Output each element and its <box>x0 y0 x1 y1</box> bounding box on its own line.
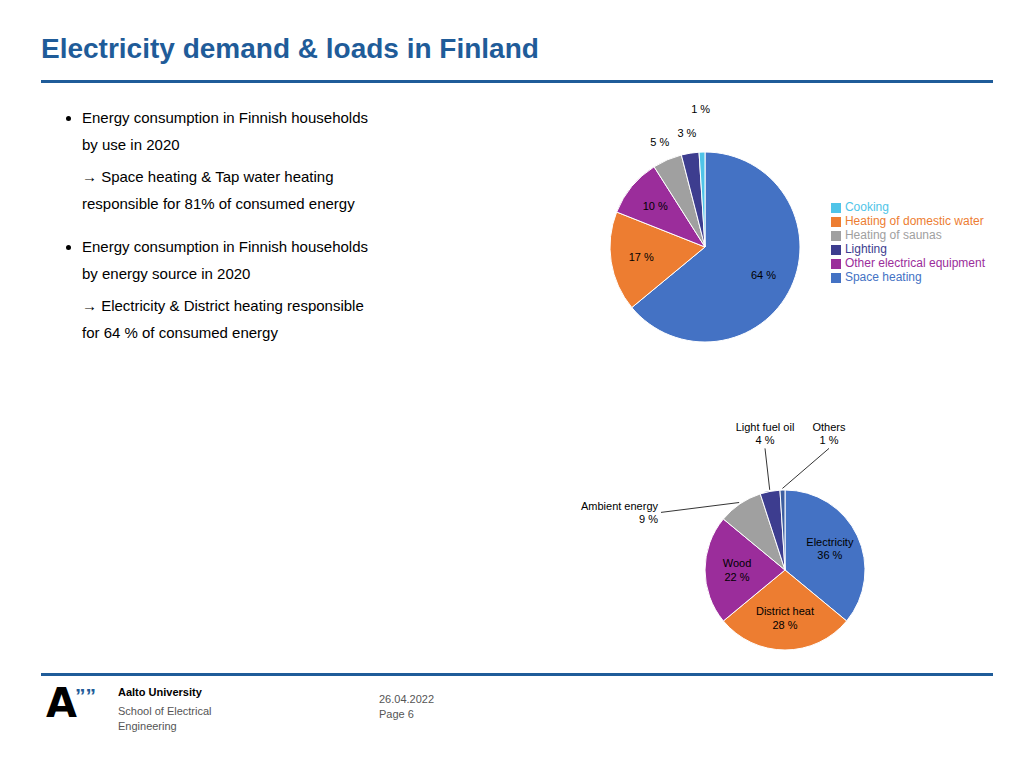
svg-text:64 %: 64 % <box>751 269 776 281</box>
svg-text:Electricity36 %: Electricity36 % <box>806 536 854 561</box>
svg-text:3 %: 3 % <box>677 127 696 139</box>
html-text:Lighting: Lighting <box>844 242 887 256</box>
html-text:School of Electrical Engineeri: School of Electrical Engineering <box>118 705 212 733</box>
html-text:by energy source in 2020: by energy source in 2020 <box>82 265 251 282</box>
html-text:A””: A”” <box>46 680 96 726</box>
svg-text:Light fuel oil4 %: Light fuel oil4 % <box>736 421 795 446</box>
html-text:Page 6: Page 6 <box>379 708 414 720</box>
html-text:Electricity demand & loads in: Electricity demand & loads in Finland <box>41 33 539 64</box>
html-text:26.04.2022: 26.04.2022 <box>379 693 435 705</box>
html-text:Energy consumption in Finnish: Energy consumption in Finnish households <box>82 109 368 126</box>
svg-text:5 %: 5 % <box>650 136 669 148</box>
svg-text:Ambient energy9 %: Ambient energy9 % <box>581 500 659 525</box>
html-text:Space heating: Space heating <box>844 270 922 284</box>
svg-text:Wood22 %: Wood22 % <box>723 557 752 582</box>
svg-text:District heat28 %: District heat28 % <box>756 605 814 630</box>
html-text:Heating of domestic water: Heating of domestic water <box>844 214 984 228</box>
html-text:Energy consumption in Finnish: Energy consumption in Finnish households <box>82 238 368 255</box>
html-text:Other electrical equipment: Other electrical equipment <box>844 256 985 270</box>
svg-text:Others1 %: Others1 % <box>812 421 846 446</box>
html-text:Aalto University: Aalto University <box>118 686 202 698</box>
html-text:for 64 % of consumed energy: for 64 % of consumed energy <box>82 324 278 341</box>
html-text:by use in 2020: by use in 2020 <box>82 136 180 153</box>
html-text:Cooking: Cooking <box>844 200 889 214</box>
svg-text:17 %: 17 % <box>629 251 654 263</box>
html-text:→ Space heating & Tap water he: → Space heating & Tap water heating <box>82 168 334 185</box>
svg-text:1 %: 1 % <box>691 103 710 115</box>
html-text:responsible for 81% of consume: responsible for 81% of consumed energy <box>82 195 355 212</box>
html-text:→ Electricity & District heati: → Electricity & District heating respons… <box>82 297 364 314</box>
html-text:Heating of saunas: Heating of saunas <box>844 228 942 242</box>
svg-text:10 %: 10 % <box>643 200 668 212</box>
